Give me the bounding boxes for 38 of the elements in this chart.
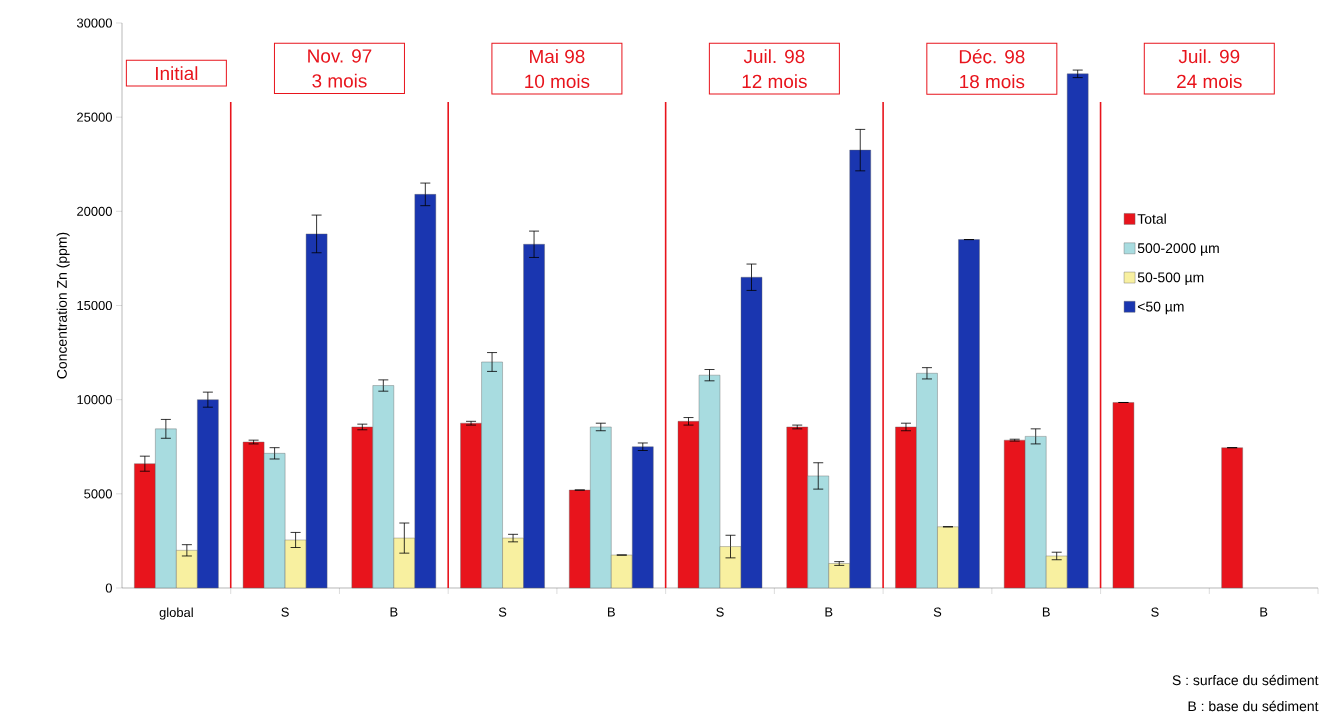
- y-tick-label: 20000: [77, 206, 112, 216]
- text: S : surface du sédiment: [1172, 674, 1319, 686]
- x-tick-label: B: [825, 607, 833, 617]
- bar: [1112, 402, 1135, 589]
- annotation: Nov. 97: [308, 49, 372, 63]
- y-tick-label: 25000: [77, 112, 112, 122]
- x-tick-label: S: [933, 607, 942, 617]
- y-tick-label: 5000: [84, 489, 112, 499]
- bar: [1221, 447, 1243, 589]
- x-tick-label: B: [1260, 607, 1268, 617]
- x-tick-label: B: [1042, 607, 1050, 617]
- x-tick-label: B: [390, 607, 398, 617]
- x-tick-label: S: [498, 607, 507, 617]
- legend-label: Total: [1137, 213, 1166, 224]
- y-tick-label: 10000: [77, 395, 112, 405]
- annotation: Mai 98: [530, 49, 585, 64]
- text: B : base du sédiment: [1188, 700, 1319, 712]
- annotation: 10 mois: [525, 74, 590, 89]
- x-tick-label: B: [608, 607, 615, 617]
- x-tick-label: S: [281, 607, 289, 617]
- annotation: 3 mois: [312, 73, 367, 88]
- legend-label: <50 µm: [1137, 301, 1184, 315]
- annotation: Juil. 98: [743, 49, 805, 64]
- annotation: Juil. 99: [1178, 49, 1240, 64]
- legend-label: 50-500 µm: [1137, 272, 1204, 286]
- x-tick-label: S: [1151, 607, 1159, 617]
- y-tick-label: 0: [105, 583, 112, 593]
- legend-label: 500-2000 µm: [1137, 243, 1219, 256]
- annotation: Initial: [156, 66, 198, 81]
- annotation: Déc. 98: [959, 49, 1025, 64]
- annotation: 24 mois: [1177, 74, 1242, 89]
- y-tick-label: 15000: [77, 300, 112, 311]
- x-tick-label: global: [159, 607, 193, 620]
- x-tick-label: S: [716, 607, 724, 617]
- y-axis-title: Concentration Zn (ppm): [56, 232, 70, 379]
- annotation: 18 mois: [960, 74, 1025, 89]
- y-tick-label: 30000: [76, 18, 112, 28]
- annotation: 12 mois: [742, 74, 807, 89]
